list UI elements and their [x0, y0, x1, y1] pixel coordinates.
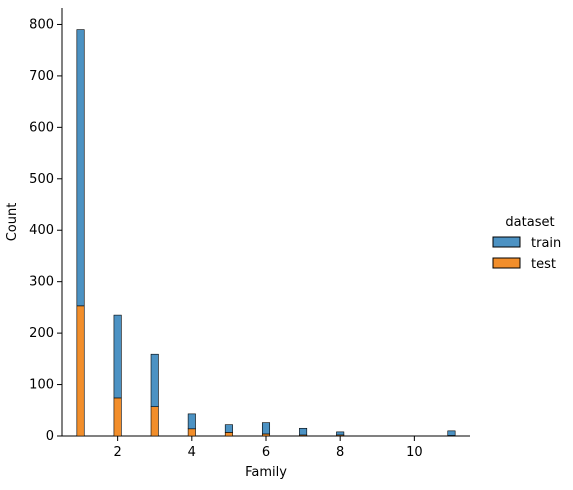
legend-items: train test: [492, 236, 561, 272]
y-tick-label-300: 300: [29, 275, 54, 290]
y-tick-label-500: 500: [29, 172, 54, 187]
bar-test-2: [113, 397, 122, 437]
legend-label-test: test: [531, 257, 556, 272]
y-tick-label-200: 200: [29, 326, 54, 341]
legend-swatch-train: [492, 236, 521, 248]
x-tick-label-2: 2: [113, 445, 121, 460]
bar-train-5: [224, 424, 233, 433]
bar-train-6: [261, 422, 271, 435]
bar-train-11: [447, 430, 456, 436]
bar-test-6: [261, 433, 271, 437]
bar-test-4: [187, 428, 196, 437]
axes-layer: [61, 8, 470, 437]
x-tick-label-10: 10: [406, 445, 423, 460]
x-tick-label-8: 8: [336, 445, 344, 460]
legend-title: dataset: [505, 215, 554, 230]
bar-train-8: [336, 431, 345, 436]
bars-layer: [76, 29, 456, 437]
bar-train-3: [150, 353, 159, 407]
y-tick-label-600: 600: [29, 120, 54, 135]
y-axis-label: Count: [5, 203, 20, 242]
y-tick-label-700: 700: [29, 69, 54, 84]
x-axis-label: Family: [245, 465, 287, 480]
legend: dataset train test: [492, 215, 561, 272]
y-tick-label-400: 400: [29, 223, 54, 238]
bar-train-2: [113, 314, 122, 399]
x-tick-label-6: 6: [262, 445, 270, 460]
legend-label-train: train: [531, 236, 561, 251]
x-tick-label-4: 4: [188, 445, 196, 460]
y-tick-label-800: 800: [29, 17, 54, 32]
y-tick-label-0: 0: [46, 429, 54, 444]
bar-train-7: [299, 427, 308, 436]
y-tick-label-100: 100: [29, 378, 54, 393]
bar-test-3: [150, 406, 159, 437]
legend-swatch-test: [492, 257, 521, 269]
bar-train-1: [76, 29, 85, 307]
bar-test-1: [76, 305, 85, 437]
ticks-layer: 0 100 200 300 400 500 600 700 800 2 4 6 8 10: [29, 17, 422, 460]
bar-train-4: [187, 413, 196, 430]
bar-test-5: [224, 432, 233, 437]
